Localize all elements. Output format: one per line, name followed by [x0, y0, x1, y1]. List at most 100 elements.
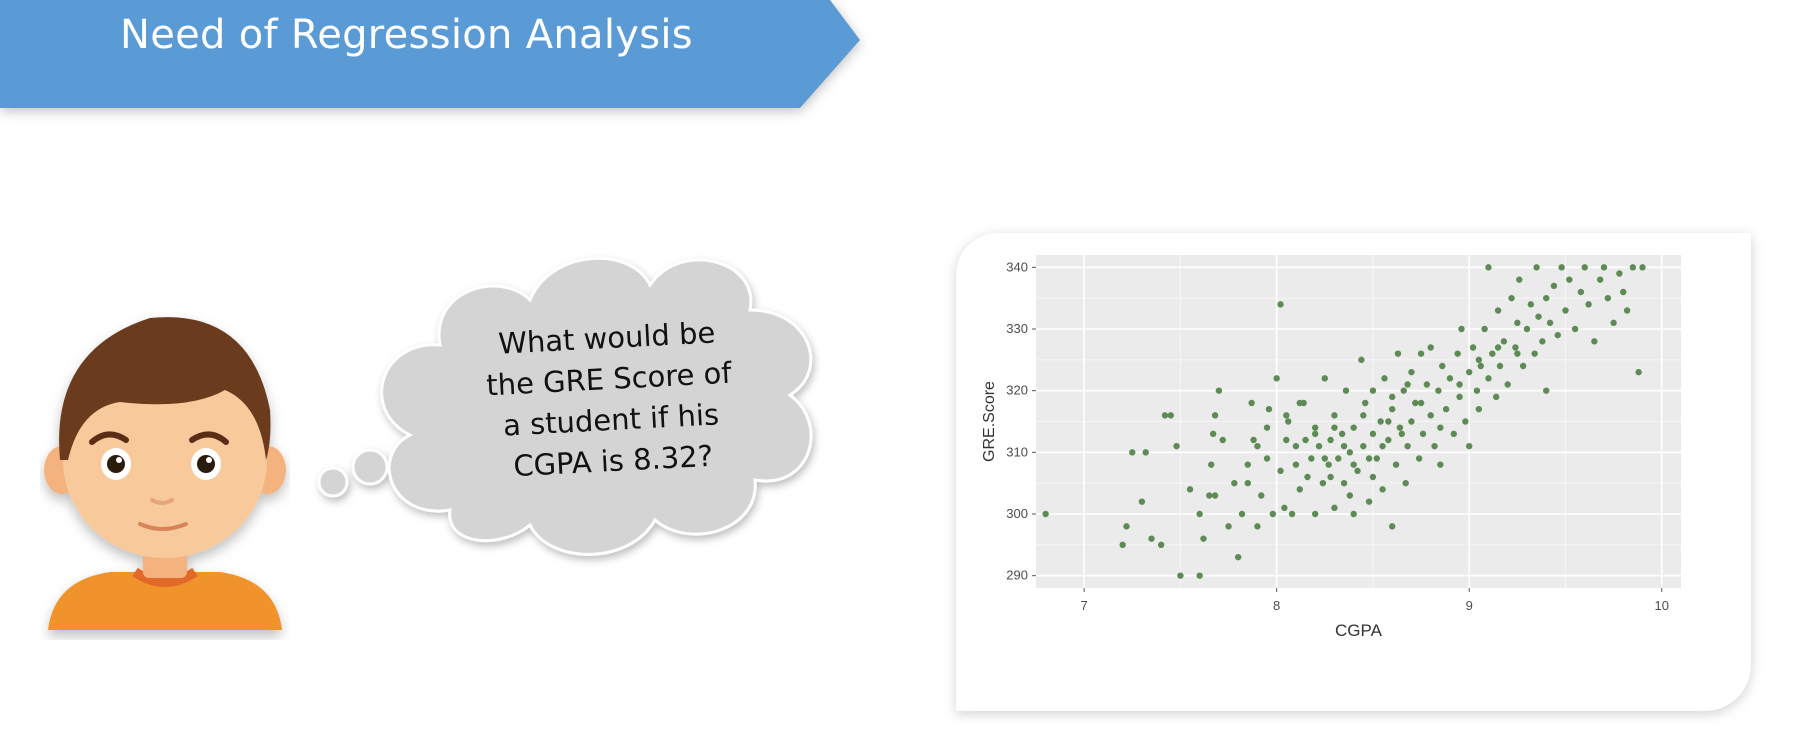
face — [63, 362, 267, 558]
mouth — [138, 522, 188, 531]
data-point — [1360, 412, 1367, 419]
data-point — [1408, 418, 1415, 425]
data-point — [1581, 264, 1588, 271]
y-tick-label: 330 — [1006, 321, 1028, 336]
data-point — [1427, 412, 1434, 419]
data-point — [1250, 436, 1257, 444]
data-point — [1381, 375, 1388, 382]
data-point — [1394, 350, 1402, 357]
data-point — [1577, 288, 1585, 296]
shirt — [48, 572, 282, 630]
data-point — [1302, 436, 1309, 444]
data-point — [1244, 479, 1251, 487]
data-points — [1042, 264, 1646, 579]
data-point — [1331, 504, 1338, 512]
data-point — [1281, 504, 1288, 512]
data-point — [1331, 424, 1338, 431]
data-point — [1485, 375, 1492, 382]
data-point — [1350, 510, 1357, 518]
data-point — [1263, 455, 1271, 462]
data-point — [1475, 405, 1483, 413]
data-point — [1327, 436, 1334, 444]
data-point — [1477, 362, 1484, 370]
data-point — [1469, 344, 1477, 351]
data-point — [1342, 387, 1350, 394]
data-point — [1379, 486, 1386, 493]
data-point — [1635, 368, 1642, 376]
data-point — [1543, 387, 1550, 394]
data-point — [1462, 418, 1469, 425]
data-point — [1321, 375, 1329, 382]
data-point — [1340, 479, 1348, 487]
data-point — [1225, 523, 1232, 530]
data-point — [1173, 442, 1180, 450]
data-point — [1512, 344, 1519, 351]
data-point — [1489, 350, 1496, 357]
data-point — [1392, 461, 1400, 468]
data-point — [1600, 264, 1608, 271]
student-avatar — [40, 310, 290, 640]
data-point — [1325, 461, 1332, 468]
data-point — [1315, 442, 1323, 450]
data-point — [1400, 387, 1407, 394]
data-point — [1129, 449, 1136, 456]
x-tick-label: 8 — [1273, 598, 1280, 613]
data-point — [1219, 436, 1226, 444]
data-point — [1446, 375, 1454, 382]
data-point — [1269, 510, 1277, 518]
data-point — [1215, 387, 1223, 394]
data-point — [1450, 430, 1458, 438]
data-point — [1354, 467, 1361, 475]
data-point — [1296, 486, 1303, 493]
data-point — [1196, 572, 1203, 579]
data-point — [1369, 430, 1377, 438]
data-point — [1427, 344, 1434, 351]
data-point — [1481, 325, 1488, 333]
x-axis-label: CGPA — [1335, 621, 1383, 640]
data-point — [1311, 430, 1319, 438]
data-point — [1419, 430, 1427, 438]
data-point — [1404, 442, 1411, 450]
slide-title: Need of Regression Analysis — [120, 12, 693, 58]
data-point — [1379, 442, 1386, 450]
data-point — [1412, 399, 1419, 407]
data-point — [1388, 523, 1396, 530]
data-point — [1331, 412, 1338, 419]
data-point — [1123, 523, 1130, 530]
data-point — [1358, 356, 1365, 364]
data-point — [1591, 338, 1598, 345]
data-point — [1254, 523, 1261, 530]
data-point — [1456, 381, 1463, 388]
data-point — [1369, 473, 1377, 481]
data-point — [1142, 449, 1149, 456]
thought-question: What would be the GRE Score of a student… — [485, 315, 733, 484]
data-point — [1596, 276, 1604, 283]
data-point — [1385, 418, 1392, 425]
data-point — [1415, 455, 1423, 462]
data-point — [1494, 307, 1502, 314]
data-point — [1346, 492, 1354, 499]
data-point — [1319, 479, 1327, 487]
data-point — [1167, 412, 1174, 419]
y-tick-label: 320 — [1006, 383, 1028, 398]
data-point — [1543, 294, 1550, 302]
data-point — [1238, 510, 1246, 518]
data-point — [1234, 553, 1242, 561]
data-point — [1308, 455, 1315, 462]
data-point — [1211, 492, 1219, 499]
data-point — [1388, 405, 1396, 413]
y-tick-label: 310 — [1006, 444, 1028, 459]
data-point — [1258, 492, 1265, 499]
data-point — [1466, 368, 1473, 376]
cloud-shape — [380, 256, 813, 556]
data-point — [1362, 399, 1369, 407]
data-point — [1396, 424, 1404, 431]
data-point — [1196, 510, 1203, 518]
data-point — [1209, 430, 1217, 438]
data-point — [1248, 399, 1255, 407]
data-point — [1404, 381, 1411, 388]
data-point — [1311, 424, 1319, 431]
data-point — [1350, 424, 1357, 431]
data-point — [1311, 510, 1319, 518]
data-point — [1119, 541, 1126, 549]
